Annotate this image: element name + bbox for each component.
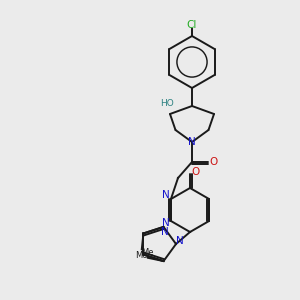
Text: HO: HO (160, 98, 174, 107)
Text: O: O (210, 157, 218, 167)
Text: Cl: Cl (187, 20, 197, 30)
Text: Me: Me (136, 251, 148, 260)
Text: Me: Me (141, 248, 153, 257)
Text: O: O (191, 167, 199, 177)
Text: N: N (162, 190, 170, 200)
Text: N: N (162, 218, 170, 228)
Text: N: N (176, 236, 184, 246)
Text: N: N (188, 137, 196, 147)
Text: N: N (161, 227, 168, 237)
